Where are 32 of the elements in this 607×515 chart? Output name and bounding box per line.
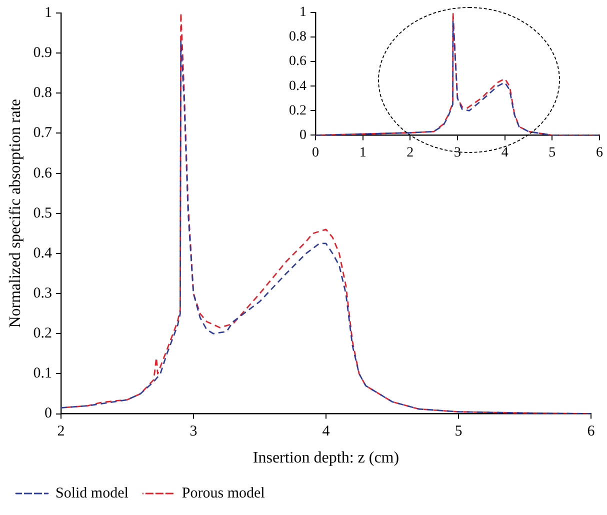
y-tick-label: 0.7 (33, 125, 52, 142)
x-tick-label: 2 (57, 424, 65, 440)
x-tick-label: 1 (359, 145, 366, 160)
y-tick-label: 1 (300, 5, 306, 20)
y-tick-label: 0.8 (289, 30, 306, 45)
y-tick-label: 0.9 (33, 45, 52, 62)
y-tick-label: 0.5 (33, 205, 52, 222)
y-tick-label: 0.6 (33, 165, 52, 182)
x-tick-label: 4 (322, 424, 330, 440)
legend-label: Porous model (182, 485, 265, 502)
y-tick-label: 0 (44, 406, 52, 422)
x-tick-label: 0 (312, 145, 319, 160)
x-tick-label: 4 (501, 145, 508, 160)
x-tick-label: 6 (596, 145, 603, 160)
y-tick-label: 0.6 (289, 54, 306, 70)
y-tick-label: 0.2 (289, 103, 306, 118)
y-tick-label: 0.8 (33, 85, 52, 102)
x-tick-label: 3 (190, 424, 198, 440)
y-tick-label: 0.3 (33, 285, 52, 302)
y-tick-label: 0.2 (33, 326, 52, 342)
x-axis-title: Insertion depth: z (cm) (252, 450, 400, 467)
legend-label: Solid model (56, 485, 128, 502)
y-tick-label: 1 (44, 4, 52, 21)
x-tick-label: 5 (548, 145, 556, 160)
x-tick-label: 5 (454, 424, 462, 440)
y-tick-label: 0.1 (33, 366, 52, 382)
y-tick-label: 0 (300, 128, 306, 143)
y-tick-label: 0.4 (33, 245, 52, 262)
y-axis-title: Normalized specific absorption rate (6, 99, 24, 328)
x-tick-label: 2 (406, 145, 414, 160)
y-tick-label: 0.4 (289, 78, 306, 94)
x-tick-label: 6 (587, 424, 596, 440)
